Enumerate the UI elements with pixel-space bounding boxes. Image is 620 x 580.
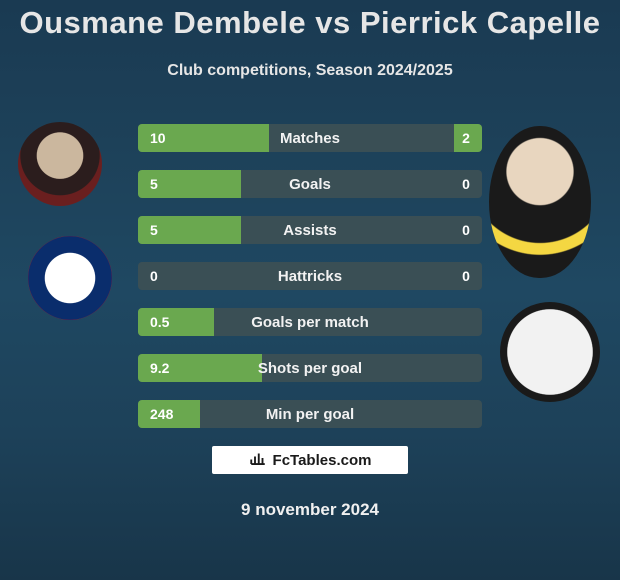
stat-row: 0Hattricks0 — [138, 262, 482, 290]
comparison-canvas: Ousmane Dembele vs Pierrick Capelle Club… — [0, 0, 620, 580]
club-left-logo — [28, 236, 112, 320]
stat-row: 248Min per goal — [138, 400, 482, 428]
stat-value-left: 0.5 — [138, 314, 241, 330]
stat-label: Min per goal — [241, 406, 379, 423]
club-right-logo — [500, 302, 600, 402]
stat-value-left: 9.2 — [138, 360, 241, 376]
stat-label: Goals per match — [241, 314, 379, 331]
player-right-avatar — [489, 126, 591, 278]
stat-row: 9.2Shots per goal — [138, 354, 482, 382]
stats-table: 10Matches25Goals05Assists00Hattricks00.5… — [138, 124, 482, 446]
subtitle: Club competitions, Season 2024/2025 — [0, 62, 620, 80]
stat-row: 0.5Goals per match — [138, 308, 482, 336]
stat-label: Shots per goal — [241, 360, 379, 377]
stat-value-left: 0 — [138, 268, 241, 284]
stat-value-left: 5 — [138, 176, 241, 192]
stat-value-right: 0 — [379, 222, 482, 238]
stat-label: Assists — [241, 222, 379, 239]
stat-value-left: 248 — [138, 406, 241, 422]
stat-value-right: 2 — [379, 130, 482, 146]
stat-row: 5Goals0 — [138, 170, 482, 198]
branding-badge: FcTables.com — [212, 446, 408, 474]
stat-row: 5Assists0 — [138, 216, 482, 244]
branding-text: FcTables.com — [273, 452, 372, 469]
stat-label: Hattricks — [241, 268, 379, 285]
stat-value-right: 0 — [379, 176, 482, 192]
chart-icon — [249, 449, 267, 471]
title-player-right: Pierrick Capelle — [360, 5, 601, 40]
title-vs: vs — [315, 5, 350, 40]
title-player-left: Ousmane Dembele — [20, 5, 307, 40]
stat-label: Matches — [241, 130, 379, 147]
stat-value-left: 10 — [138, 130, 241, 146]
date-text: 9 november 2024 — [0, 500, 620, 520]
stat-value-left: 5 — [138, 222, 241, 238]
stat-row: 10Matches2 — [138, 124, 482, 152]
stat-value-right: 0 — [379, 268, 482, 284]
title: Ousmane Dembele vs Pierrick Capelle — [0, 5, 620, 41]
player-left-avatar — [18, 122, 102, 206]
stat-label: Goals — [241, 176, 379, 193]
